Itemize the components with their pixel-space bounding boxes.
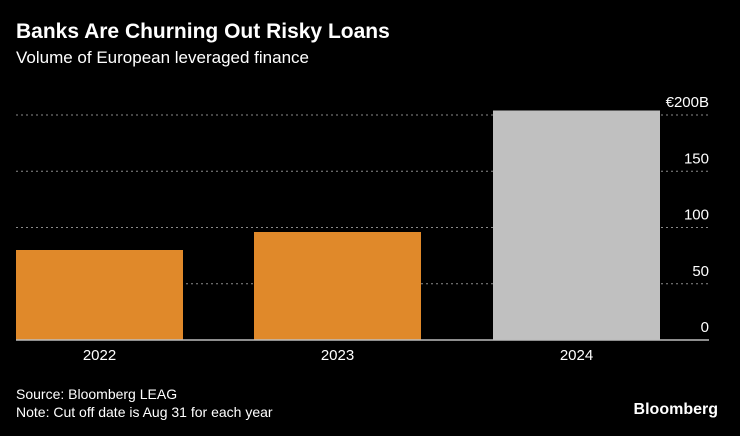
x-tick-label-2022: 2022 [83, 347, 116, 364]
bar-2023 [254, 232, 421, 340]
bar-2024 [493, 110, 660, 340]
x-tick-label-2024: 2024 [560, 347, 593, 364]
chart-title: Banks Are Churning Out Risky Loans [16, 20, 390, 43]
bloomberg-logo: Bloomberg [633, 401, 718, 418]
y-tick-label: 150 [684, 150, 709, 167]
y-tick-label: €200B [666, 94, 709, 111]
chart-subtitle: Volume of European leveraged finance [16, 48, 309, 67]
x-tick-label-2023: 2023 [321, 347, 354, 364]
cutoff-note: Note: Cut off date is Aug 31 for each ye… [16, 404, 273, 420]
bar-2022 [16, 250, 183, 340]
bar-chart: 0 50 100 150 €200B 2022 2023 2024 [16, 94, 709, 364]
y-tick-label: 100 [684, 207, 709, 224]
y-tick-label: 0 [701, 319, 709, 336]
y-tick-label: 50 [692, 263, 709, 280]
source-note: Source: Bloomberg LEAG [16, 386, 178, 402]
